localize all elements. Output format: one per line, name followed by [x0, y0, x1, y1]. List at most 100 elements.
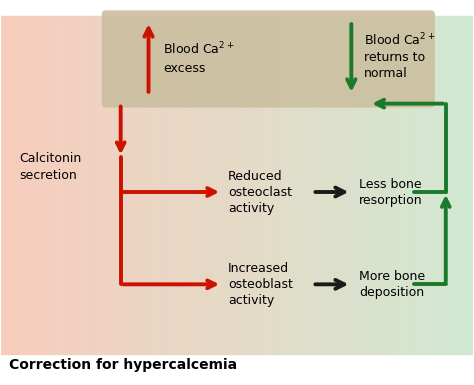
Text: Reduced
osteoclast
activity: Reduced osteoclast activity [228, 169, 292, 214]
Bar [171, 16, 173, 354]
Bar [4, 16, 6, 354]
Bar [185, 16, 188, 354]
Bar [131, 16, 133, 354]
Bar [152, 16, 155, 354]
Bar [433, 16, 435, 354]
Bar [74, 16, 77, 354]
Bar [447, 16, 449, 354]
Bar [209, 16, 211, 354]
Bar [451, 16, 454, 354]
Bar [468, 16, 470, 354]
Bar [41, 16, 44, 354]
Bar [119, 16, 121, 354]
Bar [239, 16, 242, 354]
Bar [355, 16, 357, 354]
Bar [426, 16, 428, 354]
Bar [329, 16, 331, 354]
Text: Increased
osteoblast
activity: Increased osteoblast activity [228, 262, 293, 307]
Bar [331, 16, 334, 354]
Text: Correction for hypercalcemia: Correction for hypercalcemia [9, 358, 237, 372]
Bar [51, 16, 53, 354]
Bar [423, 16, 426, 354]
Bar [192, 16, 195, 354]
Bar [89, 16, 91, 354]
Bar [298, 16, 301, 354]
Bar [145, 16, 147, 354]
Bar [291, 16, 293, 354]
Bar [23, 16, 25, 354]
Bar [317, 16, 319, 354]
Bar [456, 16, 458, 354]
Bar [67, 16, 70, 354]
Bar [421, 16, 423, 354]
Bar [366, 16, 369, 354]
Bar [48, 16, 51, 354]
Bar [173, 16, 176, 354]
Bar [30, 16, 32, 354]
Bar [392, 16, 395, 354]
Bar [416, 16, 419, 354]
Bar [11, 16, 13, 354]
Bar [103, 16, 105, 354]
Bar [27, 16, 30, 354]
Bar [251, 16, 254, 354]
Bar [204, 16, 206, 354]
Bar [293, 16, 296, 354]
Bar [470, 16, 473, 354]
Bar [371, 16, 374, 354]
Bar [273, 16, 275, 354]
Bar [449, 16, 451, 354]
Bar [303, 16, 305, 354]
Bar [211, 16, 213, 354]
Bar [93, 16, 96, 354]
Bar [237, 16, 239, 354]
Bar [409, 16, 411, 354]
Bar [341, 16, 343, 354]
Bar [359, 16, 362, 354]
Bar [112, 16, 115, 354]
Bar [63, 16, 65, 354]
Bar [143, 16, 145, 354]
Bar [150, 16, 152, 354]
Bar [465, 16, 468, 354]
Bar [350, 16, 353, 354]
Bar [395, 16, 397, 354]
Bar [235, 16, 237, 354]
Bar [277, 16, 279, 354]
Bar [385, 16, 388, 354]
Bar [419, 16, 421, 354]
Bar [256, 16, 258, 354]
Bar [289, 16, 291, 354]
Bar [428, 16, 430, 354]
Bar [407, 16, 409, 354]
Bar [454, 16, 456, 354]
Bar [6, 16, 9, 354]
Bar [213, 16, 216, 354]
Bar [270, 16, 273, 354]
Bar [435, 16, 438, 354]
Bar [16, 16, 18, 354]
Bar [9, 16, 11, 354]
Bar [327, 16, 329, 354]
Bar [343, 16, 346, 354]
Bar [322, 16, 324, 354]
Bar [121, 16, 124, 354]
Bar [310, 16, 312, 354]
Bar [286, 16, 289, 354]
Bar [461, 16, 463, 354]
Bar [411, 16, 414, 354]
Bar [206, 16, 209, 354]
Bar [225, 16, 228, 354]
Bar [1, 16, 4, 354]
Text: More bone
deposition: More bone deposition [359, 270, 425, 299]
Bar [100, 16, 103, 354]
Bar [324, 16, 327, 354]
Bar [369, 16, 371, 354]
Bar [25, 16, 27, 354]
Bar [319, 16, 322, 354]
Bar [383, 16, 385, 354]
Bar [124, 16, 126, 354]
Bar [458, 16, 461, 354]
Bar [402, 16, 404, 354]
Bar [216, 16, 218, 354]
